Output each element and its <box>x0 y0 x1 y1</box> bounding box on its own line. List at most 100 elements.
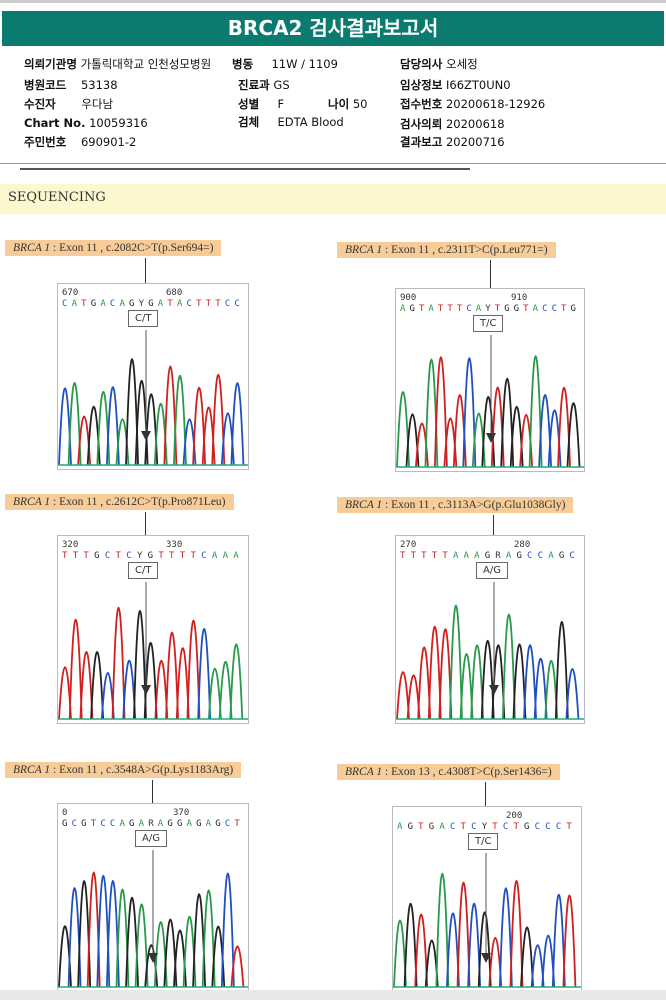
genotype-call: A/G <box>135 830 167 847</box>
marker-arrow-icon <box>141 431 151 441</box>
base-call: A <box>158 819 164 829</box>
base-call: A <box>464 551 470 561</box>
base-call: T <box>83 551 89 561</box>
marker-arrow-icon <box>481 953 491 963</box>
variant-description: : Exon 11 , c.2082C>T(p.Ser694=) <box>50 242 214 254</box>
base-call: T <box>421 551 427 561</box>
base-call: C <box>225 819 230 829</box>
variant-label: BRCA 1 : Exon 11 , c.3548A>G(p.Lys1183Ar… <box>5 762 242 778</box>
id-row: 주민번호 690901-2 <box>24 135 137 149</box>
base-call: C <box>234 299 239 309</box>
variant-description: : Exon 11 , c.3548A>G(p.Lys1183Arg) <box>50 764 234 776</box>
trace-peak <box>207 667 222 720</box>
trace-peak <box>459 653 474 720</box>
base-call: C <box>538 551 543 561</box>
position-tick: 910 <box>511 293 527 303</box>
trace-peak <box>562 894 577 988</box>
trace-peak <box>211 373 226 466</box>
base-call: A <box>100 299 106 309</box>
base-call: T <box>566 822 572 832</box>
base-call: T <box>400 551 406 561</box>
base-call: Y <box>485 304 491 314</box>
base-call: G <box>429 822 434 832</box>
base-call: A <box>72 299 78 309</box>
arrow-icon <box>485 260 495 296</box>
base-call: A <box>533 304 539 314</box>
base-call: T <box>418 822 424 832</box>
base-call: C <box>503 822 508 832</box>
base-call: A <box>233 551 239 561</box>
variant-description: : Exon 13 , c.4308T>C(p.Ser1436=) <box>382 766 552 778</box>
base-call: A <box>400 304 406 314</box>
base-call: A <box>397 822 403 832</box>
trace-peak <box>175 647 190 720</box>
trace-peak <box>165 631 179 720</box>
base-call: T <box>495 304 501 314</box>
specimen-row: 검체 EDTA Blood <box>238 115 344 129</box>
position-tick: 0 <box>62 808 67 818</box>
base-call: C <box>552 304 557 314</box>
chromatogram: 900 910 A G T A T T T C A Y T G G T A C C T G T/C <box>395 288 585 472</box>
base-call: C <box>466 304 471 314</box>
position-tick: 370 <box>173 808 189 818</box>
trace-peak <box>501 613 516 720</box>
trace-peak <box>470 644 485 720</box>
receipt-row: 접수번호 20200618-12926 <box>400 97 546 111</box>
base-call: C <box>569 551 574 561</box>
base-call: C <box>187 299 192 309</box>
base-call: C <box>545 822 550 832</box>
base-call: T <box>167 299 173 309</box>
base-call: T <box>62 551 68 561</box>
position-tick: 270 <box>400 540 416 550</box>
sex-row: 성별 F <box>238 97 285 111</box>
arrow-icon <box>480 782 490 814</box>
trace-peak <box>79 651 94 720</box>
variant-label: BRCA 1 : Exon 11 , c.2612C>T(p.Pro871Leu… <box>5 494 234 510</box>
marker-arrow-icon <box>486 433 496 443</box>
base-call: G <box>177 819 182 829</box>
base-call: T <box>196 299 202 309</box>
window-top-border <box>0 0 666 3</box>
trace-peak <box>538 394 553 468</box>
trace-peak <box>134 903 149 988</box>
base-call: R <box>148 819 154 829</box>
base-call: C <box>100 819 105 829</box>
base-call: G <box>524 822 529 832</box>
base-call: T <box>411 551 417 561</box>
base-call: G <box>167 819 172 829</box>
base-call: G <box>215 819 220 829</box>
base-call: C <box>556 822 561 832</box>
trace-peak <box>500 377 515 468</box>
arrow-icon <box>488 515 498 543</box>
trace-peak <box>396 391 410 468</box>
position-tick: 280 <box>514 540 530 550</box>
genotype-call: T/C <box>473 315 504 332</box>
trace-peak <box>462 357 477 468</box>
gene-name: BRCA 1 <box>345 499 383 511</box>
position-tick: 680 <box>166 288 182 298</box>
trace-peak <box>186 620 201 720</box>
base-call: T <box>461 822 467 832</box>
dept-row: 진료과 GS <box>238 78 290 92</box>
variant-label: BRCA 1 : Exon 13 , c.4308T>C(p.Ser1436=) <box>337 764 560 780</box>
chromatogram: 670 680 C A T G A C A G Y G A T A C T T T C C C/T <box>57 283 249 470</box>
base-call: T <box>180 551 186 561</box>
base-call: A <box>506 551 512 561</box>
base-call: A <box>119 819 125 829</box>
base-call: T <box>116 551 122 561</box>
trace-peak <box>197 627 212 720</box>
trace-peak <box>393 919 407 988</box>
chromatogram: 200 A G T G A C T C Y T C T G C C C T T/C <box>392 806 582 992</box>
trace-peak <box>435 872 450 988</box>
gene-name: BRCA 1 <box>13 764 51 776</box>
base-call: R <box>495 551 501 561</box>
variant-description: : Exon 11 , c.3113A>G(p.Glu1038Gly) <box>382 499 566 511</box>
trace-peak <box>192 387 207 466</box>
arrow-icon <box>140 258 150 291</box>
bottom-scrollbar[interactable] <box>0 990 666 1000</box>
trace-peak <box>467 902 482 988</box>
age-row: 나이 50 <box>328 97 368 111</box>
base-call: G <box>129 819 134 829</box>
base-call: G <box>62 819 67 829</box>
base-call: T <box>91 819 97 829</box>
